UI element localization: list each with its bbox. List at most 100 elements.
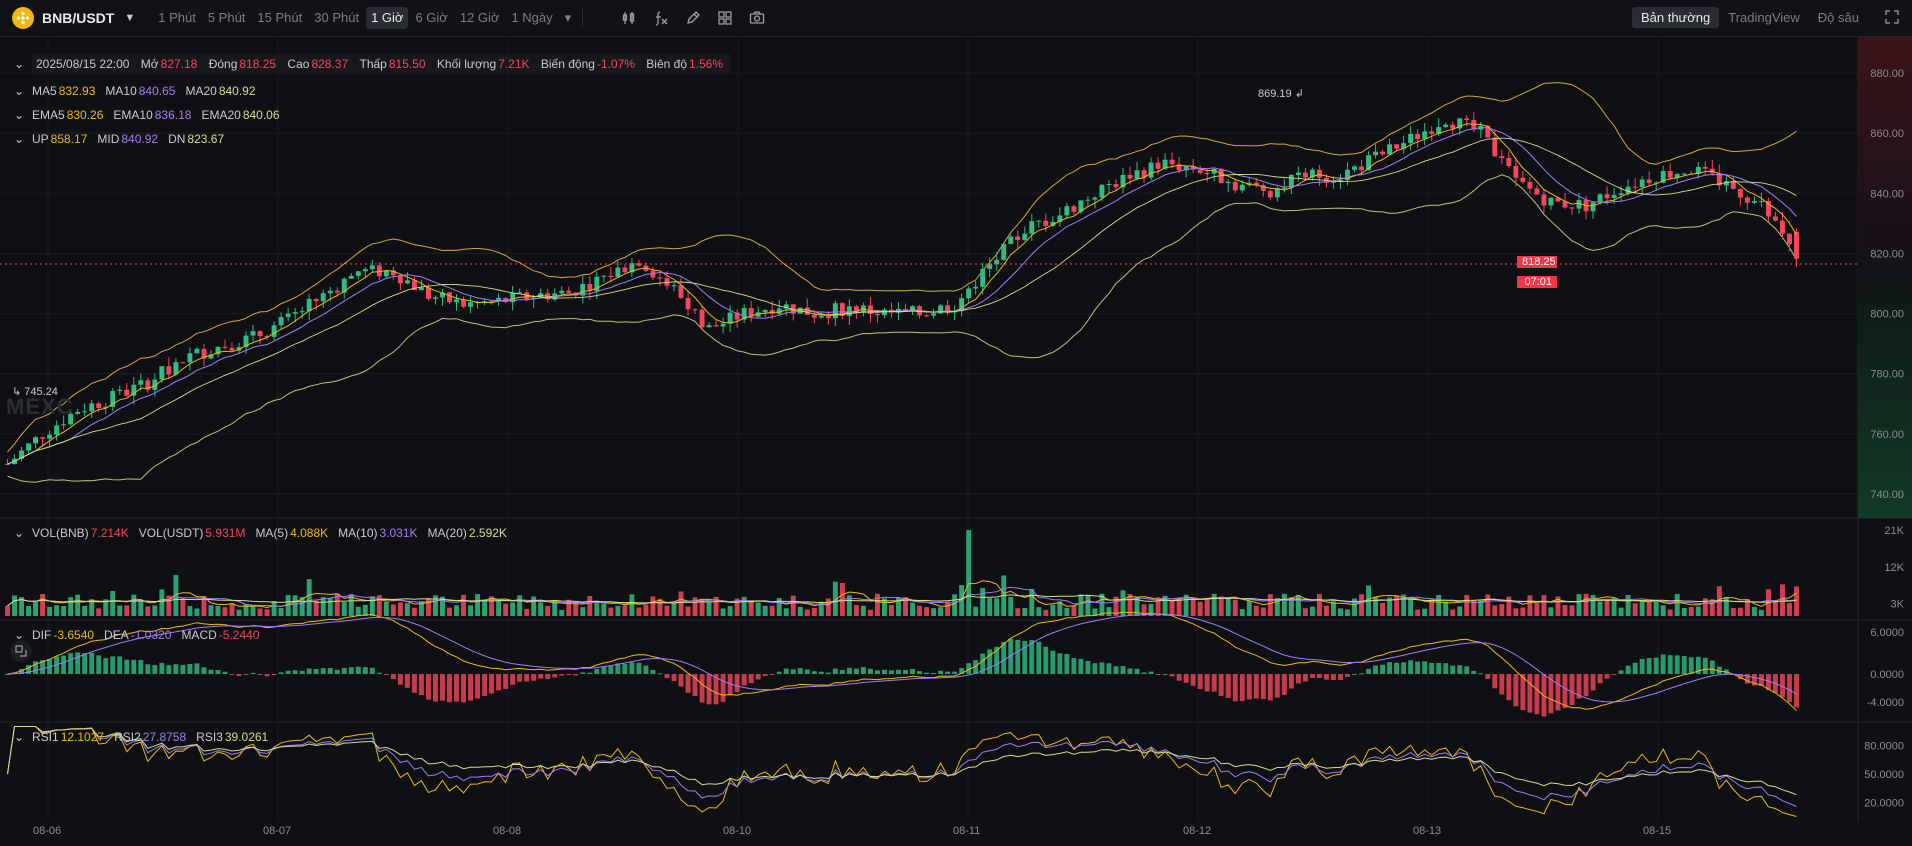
- view-standard[interactable]: Bản thường: [1631, 7, 1720, 28]
- macd-histogram-bar: [1001, 641, 1007, 674]
- candle-body: [903, 308, 908, 311]
- macd-histogram-bar: [629, 662, 635, 674]
- dif-value: -3.6540: [53, 628, 95, 642]
- candle-body: [1730, 181, 1736, 189]
- candle-body: [1106, 183, 1112, 185]
- volume-bar: [1022, 607, 1028, 616]
- volume-bar: [966, 530, 972, 616]
- candle-body: [1380, 151, 1386, 155]
- change-value: -1.07%: [596, 57, 635, 71]
- collapse-chevron-icon[interactable]: ⌄: [14, 628, 25, 642]
- volume-bar: [1204, 597, 1210, 616]
- volume-bar: [1316, 594, 1322, 616]
- volume-bar: [19, 597, 24, 616]
- collapse-chevron-icon[interactable]: ⌄: [14, 132, 25, 146]
- collapse-chevron-icon[interactable]: ⌄: [14, 57, 25, 71]
- macd-histogram-bar: [952, 671, 958, 674]
- interval-1h[interactable]: 1 Giờ: [366, 7, 409, 29]
- volume-bar: [1429, 599, 1435, 616]
- time-axis-label: 08-12: [1183, 825, 1212, 837]
- macd-histogram-bar: [1590, 674, 1596, 691]
- interval-1d[interactable]: 1 Ngày: [511, 10, 553, 25]
- vol-usdt-value: 5.931M: [205, 526, 246, 540]
- macd-histogram-bar: [524, 674, 530, 682]
- pair-dropdown-icon[interactable]: ▼: [124, 12, 136, 24]
- macd-histogram-bar: [1450, 665, 1456, 674]
- drawing-tools-icon[interactable]: [10, 640, 32, 662]
- candle-body: [68, 413, 74, 425]
- volume-bar: [601, 603, 607, 616]
- dea-value: -1.0320: [130, 628, 172, 642]
- volume-bar: [68, 597, 74, 616]
- volume-bar: [994, 598, 1000, 616]
- candle-body: [825, 316, 831, 319]
- interval-1m[interactable]: 1 Phút: [158, 10, 196, 25]
- interval-more-icon[interactable]: ▾: [564, 10, 572, 25]
- macd-histogram-bar: [727, 674, 733, 696]
- macd-histogram-bar: [776, 671, 782, 674]
- macd-histogram-bar: [945, 671, 951, 674]
- candle-body: [173, 362, 179, 375]
- macd-histogram-bar: [594, 668, 600, 674]
- volume-bar: [503, 603, 509, 616]
- volume-bar: [180, 598, 186, 616]
- macd-histogram-bar: [1534, 674, 1540, 715]
- volume-bar: [1190, 599, 1196, 616]
- macd-histogram-bar: [664, 674, 670, 679]
- collapse-chevron-icon[interactable]: ⌄: [14, 730, 25, 744]
- macd-histogram-bar: [1625, 665, 1631, 674]
- boll-mid-label: MID: [97, 132, 120, 146]
- candle-body: [82, 411, 88, 413]
- candle-body: [1338, 179, 1343, 181]
- ema5-label: EMA5: [32, 108, 65, 122]
- camera-icon[interactable]: [743, 6, 771, 30]
- view-tradingview[interactable]: TradingView: [1728, 10, 1800, 25]
- interval-12h[interactable]: 12 Giờ: [459, 10, 500, 25]
- layout-grid-icon[interactable]: [711, 6, 739, 30]
- volume-bar: [769, 605, 775, 616]
- candle-body: [1022, 233, 1028, 240]
- collapse-chevron-icon[interactable]: ⌄: [14, 526, 25, 540]
- collapse-chevron-icon[interactable]: ⌄: [14, 108, 25, 122]
- macd-histogram-bar: [376, 672, 382, 674]
- volume-bar: [1625, 595, 1631, 616]
- candle-body: [222, 346, 228, 348]
- candle-body: [1162, 159, 1168, 169]
- volume-bar: [496, 599, 502, 616]
- macd-histogram-bar: [1688, 657, 1694, 674]
- candle-body: [271, 325, 277, 337]
- macd-histogram-bar: [40, 660, 46, 674]
- candle-body: [1274, 188, 1280, 198]
- volume-bar: [124, 605, 130, 616]
- indicators-icon[interactable]: [615, 6, 643, 30]
- volume-bar: [1723, 597, 1729, 616]
- volume-bar: [643, 604, 649, 616]
- candle-body: [1723, 181, 1729, 186]
- interval-30m[interactable]: 30 Phút: [314, 10, 360, 25]
- macd-histogram-bar: [1499, 674, 1505, 695]
- interval-6h[interactable]: 6 Giờ: [415, 10, 448, 25]
- candle-body: [264, 336, 270, 338]
- candle-body: [355, 271, 361, 276]
- volume-bar: [1569, 605, 1575, 616]
- candle-body: [994, 259, 1000, 265]
- candle-body: [1008, 236, 1014, 244]
- top-toolbar: BNB/USDT ▼ 1 Phút 5 Phút 15 Phút 30 Phút…: [0, 0, 1912, 37]
- macd-histogram-bar: [503, 674, 509, 689]
- interval-15m[interactable]: 15 Phút: [257, 10, 303, 25]
- rsi3-value: 39.0261: [224, 730, 269, 744]
- macd-histogram-bar: [82, 653, 88, 674]
- draw-pencil-icon[interactable]: [679, 6, 707, 30]
- macd-histogram-bar: [440, 674, 445, 701]
- fx-icon[interactable]: [647, 6, 675, 30]
- candle-body: [755, 312, 761, 317]
- pair-selector[interactable]: BNB/USDT: [42, 10, 115, 26]
- interval-5m[interactable]: 5 Phút: [207, 10, 246, 25]
- fullscreen-icon[interactable]: [1884, 9, 1902, 27]
- view-depth[interactable]: Độ sâu: [1817, 10, 1859, 25]
- volume-bar: [110, 590, 116, 616]
- volume-bar: [369, 596, 375, 616]
- volume-bar: [489, 596, 495, 616]
- collapse-chevron-icon[interactable]: ⌄: [14, 84, 25, 98]
